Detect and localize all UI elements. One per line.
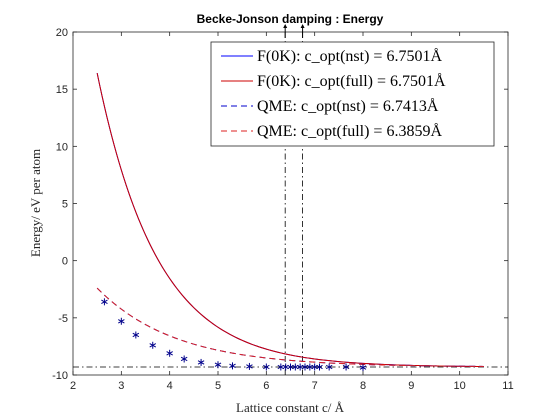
data-point-marker (197, 358, 205, 366)
data-point-marker (316, 363, 323, 371)
y-tick-label: -10 (52, 370, 68, 382)
data-point-marker (101, 298, 108, 306)
x-axis-label: Lattice constant c/ Å (236, 400, 345, 415)
x-tick-label: 10 (454, 380, 466, 392)
data-point-marker (359, 364, 367, 372)
data-point-marker (180, 355, 188, 363)
x-tick-label: 5 (215, 380, 221, 392)
y-tick-label: 15 (56, 84, 68, 96)
y-axis-label: Energy/ eV per atom (28, 149, 43, 257)
plot-data-group (73, 32, 508, 375)
x-tick-label: 3 (118, 380, 124, 392)
x-tick-label: 9 (408, 380, 414, 392)
legend-entry-1: F(0K): c_opt(nst) = 6.7501Å (257, 47, 442, 65)
x-tick-label: 11 (502, 380, 513, 392)
series-line-4 (96, 287, 484, 367)
legend-entry-3: QME: c_opt(nst) = 6.7413Å (257, 97, 439, 115)
x-tick-label: 6 (263, 380, 269, 392)
data-point-marker (149, 341, 157, 349)
data-point-marker (246, 362, 253, 370)
data-point-marker (118, 317, 125, 325)
data-point-marker (325, 363, 333, 371)
data-point-marker (342, 363, 350, 371)
data-point-marker (229, 362, 236, 370)
x-tick-label: 7 (312, 380, 318, 392)
x-tick-label: 2 (70, 380, 76, 392)
legend-entry-4: QME: c_opt(full) = 6.3859Å (257, 122, 442, 140)
legend: F(0K): c_opt(nst) = 6.7501Å F(0K): c_opt(… (210, 41, 495, 147)
data-point-marker (263, 363, 270, 371)
x-tick-label: 8 (360, 380, 366, 392)
chart-title: Becke-Jonson damping : Energy (197, 12, 384, 26)
y-tick-label: 20 (56, 27, 68, 39)
y-tick-label: 0 (62, 256, 68, 268)
y-tick-label: 5 (62, 199, 68, 211)
data-point-marker (214, 361, 222, 369)
x-tick-label: 4 (167, 380, 173, 392)
top-marker-arrow (300, 24, 305, 28)
y-tick-label: 10 (56, 141, 68, 153)
data-point-marker (166, 349, 173, 357)
legend-entry-2: F(0K): c_opt(full) = 6.7501Å (257, 72, 446, 90)
y-tick-label: -5 (58, 313, 68, 325)
legend-box (210, 41, 495, 147)
data-point-marker (132, 331, 140, 339)
top-marker-arrow (283, 24, 288, 28)
